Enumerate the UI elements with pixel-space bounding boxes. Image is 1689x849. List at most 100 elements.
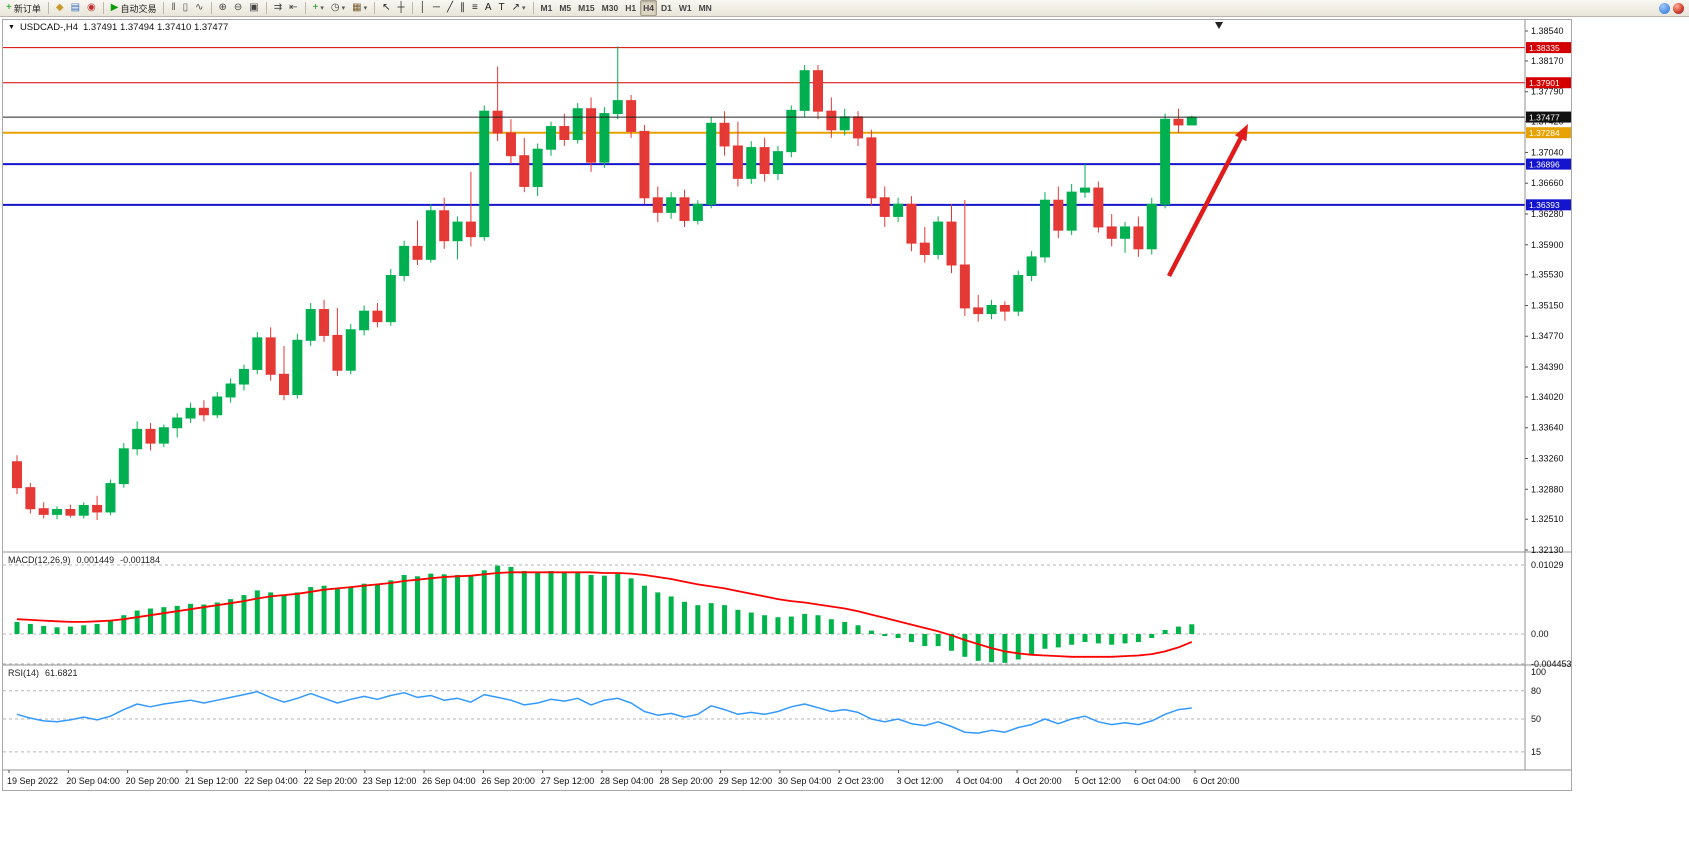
macd-histogram-bar — [775, 617, 781, 634]
timeframe-m30-button[interactable]: M30 — [599, 0, 622, 16]
candle-body — [292, 339, 303, 396]
label-button[interactable]: T — [495, 0, 507, 16]
chart-canvas[interactable]: 1.385401.381701.377901.374201.370401.366… — [3, 20, 1571, 790]
templates-button[interactable]: ▦ ▾ — [349, 0, 370, 16]
macd-histogram-bar — [1055, 634, 1061, 648]
candle-body — [879, 197, 890, 217]
fibonacci-button[interactable]: ≡ — [469, 0, 481, 16]
macd-histogram-bar — [882, 634, 888, 637]
candle-body — [225, 383, 236, 398]
date-axis-label: 30 Sep 04:00 — [778, 776, 832, 786]
toolbar-group: M1 M5 M15 M30 H1 H4 D1 W1 MN — [538, 0, 715, 16]
chart-info-line: ▼ USDCAD-,H4 1.37491 1.37494 1.37410 1.3… — [8, 22, 228, 33]
candlestick-chart-button[interactable]: ▯ — [180, 0, 192, 16]
timeframe-m5-button[interactable]: M5 — [556, 0, 574, 16]
symbol-dropdown-icon[interactable]: ▼ — [8, 24, 15, 31]
candle-body — [412, 245, 423, 260]
news-alert-button[interactable]: ◉ — [84, 0, 99, 16]
vertical-line-button[interactable]: │ — [417, 0, 429, 16]
price-axis-label: 1.32880 — [1531, 484, 1564, 494]
timeframe-h4-button[interactable]: H4 — [640, 0, 657, 16]
macd-histogram-bar — [935, 634, 941, 647]
candle-body — [1080, 187, 1090, 193]
macd-axis-label: 0.01029 — [1531, 560, 1564, 570]
timeframe-m30-button-label: M30 — [601, 3, 619, 13]
candle-body — [359, 310, 370, 331]
tile-windows-button[interactable]: ▣ — [246, 0, 261, 16]
timeframe-d1-button-label: D1 — [660, 3, 672, 13]
trendline-button[interactable]: ╱ — [444, 0, 456, 16]
timeframe-m15-button[interactable]: M15 — [575, 0, 598, 16]
macd-histogram-bar — [588, 574, 594, 634]
auto-scroll-button[interactable]: ⇉ — [271, 0, 285, 16]
price-badge-label: 1.37477 — [1529, 112, 1560, 122]
timeframe-w1-button[interactable]: W1 — [676, 0, 695, 16]
macd-histogram-bar — [802, 613, 808, 634]
candle-body — [1013, 275, 1024, 312]
line-chart-button[interactable]: ∿ — [192, 0, 206, 16]
price-axis-label: 1.35150 — [1531, 300, 1564, 310]
macd-histogram-bar — [815, 615, 821, 634]
candle-body — [1039, 199, 1050, 258]
macd-histogram-bar — [374, 584, 380, 634]
chart-window[interactable]: 1.385401.381701.377901.374201.370401.366… — [2, 19, 1572, 791]
toolbar-circle-red-icon[interactable] — [1673, 2, 1684, 14]
timeframe-mn-button[interactable]: MN — [696, 0, 715, 16]
candle-body — [145, 428, 156, 444]
candle-body — [185, 407, 196, 419]
toolbar-circle-blue-icon[interactable] — [1659, 2, 1670, 14]
timeframe-d1-button[interactable]: D1 — [658, 0, 675, 16]
auto-scroll-icon: ⇉ — [273, 2, 283, 13]
chart-ohlc: 1.37491 1.37494 1.37410 1.37477 — [83, 22, 229, 33]
date-axis-label: 28 Sep 20:00 — [659, 776, 713, 786]
date-axis-label: 21 Sep 12:00 — [185, 776, 239, 786]
macd-histogram-bar — [535, 572, 541, 634]
data-window-button[interactable]: ▤ — [68, 0, 83, 16]
candle-body — [919, 242, 930, 255]
text-button[interactable]: A — [482, 0, 495, 16]
toolbar-button-groups: + 新订单 ◆ ▤ ◉ ▶ 自动交易 ‖ ▯ ∿ ⊕ ⊖ ▣ ⇉ ⇤ + ▾ ◷ ▾ ▦ ▾ ↖ ┼ │ ─ ╱ ∥ ≡ A T ↗ ▾ M1 M… — [3, 0, 715, 16]
macd-axis-label: -0.004453 — [1531, 659, 1571, 669]
date-axis-label: 28 Sep 04:00 — [600, 776, 654, 786]
candle-body — [893, 203, 904, 217]
timeframe-h1-button[interactable]: H1 — [622, 0, 639, 16]
market-watch-icon: ◆ — [55, 2, 64, 13]
arrows-button[interactable]: ↗ ▾ — [509, 0, 529, 16]
candle-body — [439, 210, 450, 242]
zoom-in-button[interactable]: ⊕ — [216, 0, 230, 16]
price-axis-label: 1.37790 — [1531, 87, 1564, 97]
macd-histogram-bar — [548, 570, 554, 634]
candle-body — [1160, 118, 1171, 205]
zoom-out-button[interactable]: ⊖ — [231, 0, 245, 16]
macd-axis-label: 0.00 — [1531, 629, 1549, 639]
macd-histogram-bar — [762, 615, 768, 634]
toolbar-group: ⇉ ⇤ — [271, 0, 301, 16]
cursor-button[interactable]: ↖ — [379, 0, 393, 16]
bar-chart-button[interactable]: ‖ — [168, 0, 178, 16]
autotrading-button[interactable]: ▶ 自动交易 — [108, 0, 160, 16]
tile-windows-icon: ▣ — [249, 2, 259, 13]
toolbar: + 新订单 ◆ ▤ ◉ ▶ 自动交易 ‖ ▯ ∿ ⊕ ⊖ ▣ ⇉ ⇤ + ▾ ◷ ▾ ▦ ▾ ↖ ┼ │ ─ ╱ ∥ ≡ A T ↗ ▾ M1 M… — [0, 0, 1689, 17]
candle-body — [639, 130, 650, 199]
trendline-icon: ╱ — [446, 2, 453, 13]
macd-histogram-bar — [241, 595, 247, 634]
price-badge-label: 1.38335 — [1529, 43, 1560, 53]
indicators-button[interactable]: + ▾ — [310, 0, 327, 16]
price-axis-label: 1.37040 — [1531, 147, 1564, 157]
date-axis-label: 4 Oct 20:00 — [1015, 776, 1062, 786]
chart-shift-button[interactable]: ⇤ — [286, 0, 300, 16]
candle-body — [973, 307, 984, 315]
timeframe-mn-button-label: MN — [698, 3, 712, 13]
crosshair-button[interactable]: ┼ — [395, 0, 408, 16]
candle-body — [118, 448, 129, 485]
price-axis-label: 1.36280 — [1531, 209, 1564, 219]
candle-body — [505, 132, 516, 157]
periods-button[interactable]: ◷ ▾ — [328, 0, 348, 16]
channel-button[interactable]: ∥ — [457, 0, 468, 16]
timeframe-m1-button[interactable]: M1 — [538, 0, 556, 16]
candle-body — [425, 210, 436, 260]
market-watch-button[interactable]: ◆ — [53, 0, 67, 16]
horizontal-line-button[interactable]: ─ — [430, 0, 443, 16]
new-order-button[interactable]: + 新订单 — [3, 0, 44, 16]
candle-body — [212, 396, 223, 416]
